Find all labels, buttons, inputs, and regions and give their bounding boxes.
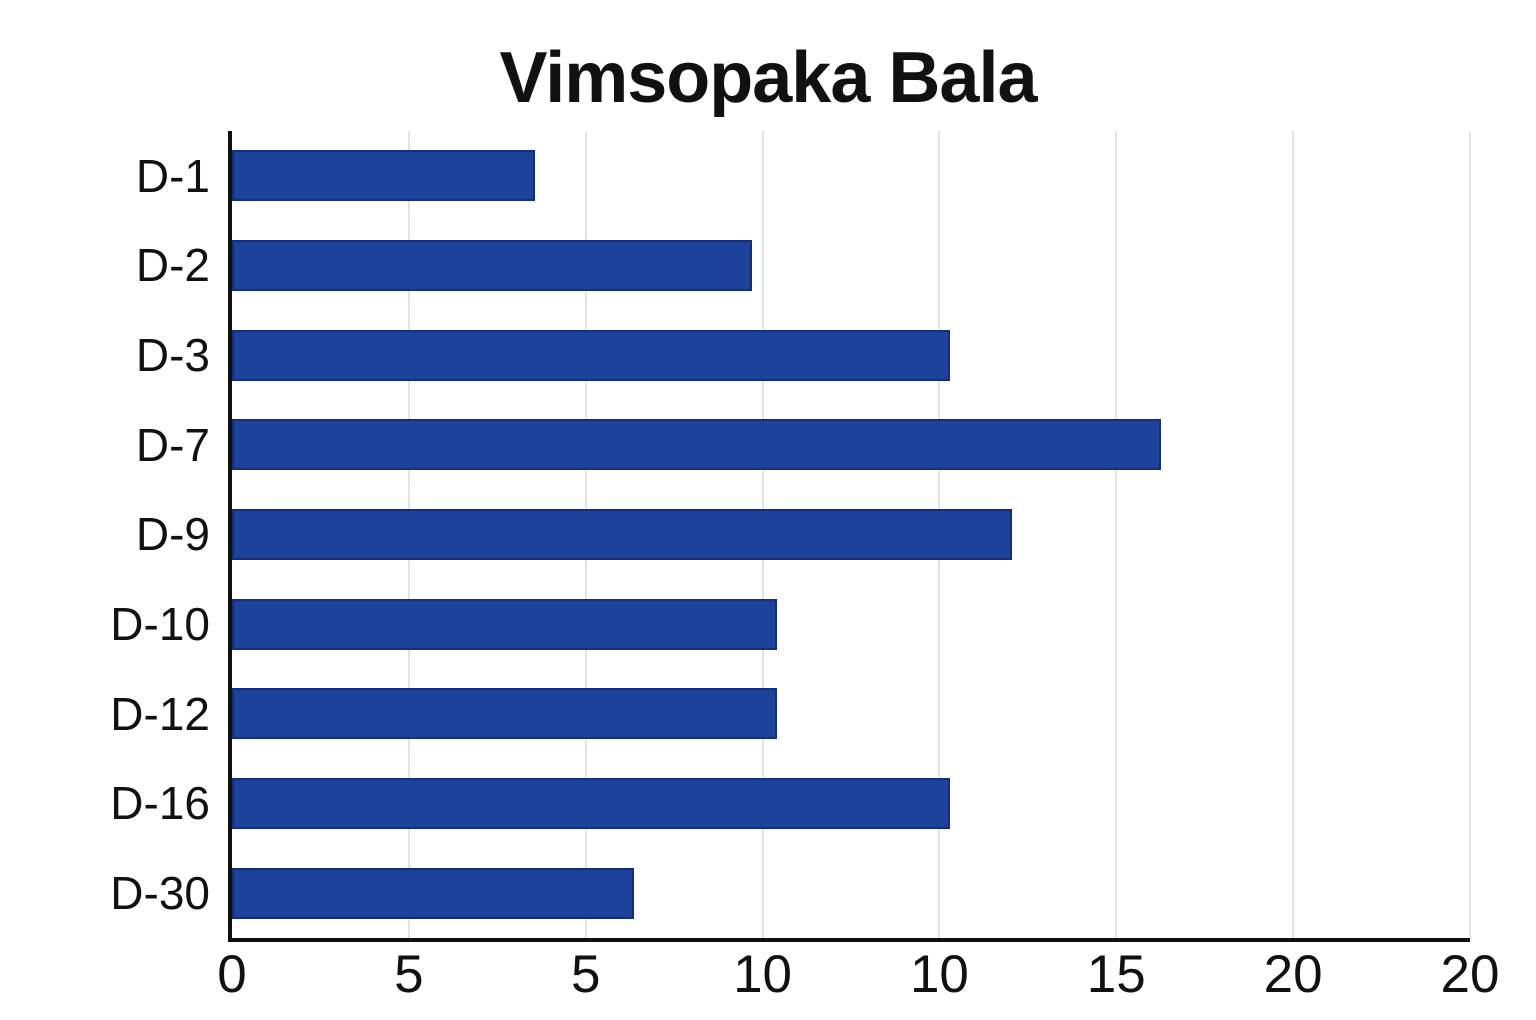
bar — [232, 239, 752, 291]
x-axis-tick-label: 20 — [1263, 945, 1323, 1004]
y-axis-label: D-10 — [110, 598, 210, 651]
bar — [232, 867, 635, 919]
bar — [232, 598, 777, 650]
y-axis-label: D-1 — [135, 149, 210, 202]
y-axis-label: D-7 — [135, 418, 210, 471]
y-axis-label: D-30 — [110, 867, 210, 920]
bar-row — [232, 848, 1470, 938]
gridline — [1115, 131, 1118, 938]
bar-row — [232, 400, 1470, 490]
bar — [232, 419, 1161, 471]
plot-area: D-1 D-2 D-3 D-7 D-9 D-10 D-12 D-16 D-30 0 5 5 10 10 1… — [110, 131, 1499, 1001]
x-axis-tick-label: 5 — [394, 945, 424, 1004]
x-axis-tick-label: 0 — [217, 945, 247, 1004]
bar — [232, 688, 777, 740]
y-axis-label: D-9 — [135, 508, 210, 561]
x-axis-tick-label: 15 — [1086, 945, 1146, 1004]
bar — [232, 329, 951, 381]
gridline — [1469, 131, 1471, 938]
y-axis-label: D-2 — [135, 239, 210, 292]
y-axis-label: D-3 — [135, 329, 210, 382]
bar-row — [232, 221, 1470, 311]
chart-title: Vimsopaka Bala — [499, 38, 1038, 118]
bar — [232, 150, 536, 202]
y-axis-label: D-16 — [110, 777, 210, 830]
bar-row — [232, 310, 1470, 400]
bar — [232, 777, 951, 829]
x-axis-tick-label: 20 — [1440, 945, 1500, 1004]
bar-row — [232, 759, 1470, 849]
x-axis-tick-label: 10 — [733, 945, 793, 1004]
bar-row — [232, 490, 1470, 580]
x-axis-tick-label: 5 — [570, 945, 601, 1004]
bar-row — [232, 669, 1470, 759]
gridline — [1292, 131, 1295, 938]
x-axis-tick-label: 10 — [909, 945, 969, 1004]
bar — [232, 508, 1012, 560]
bar-row — [232, 131, 1470, 221]
bar-row — [232, 579, 1470, 669]
y-axis-label: D-12 — [110, 687, 210, 740]
